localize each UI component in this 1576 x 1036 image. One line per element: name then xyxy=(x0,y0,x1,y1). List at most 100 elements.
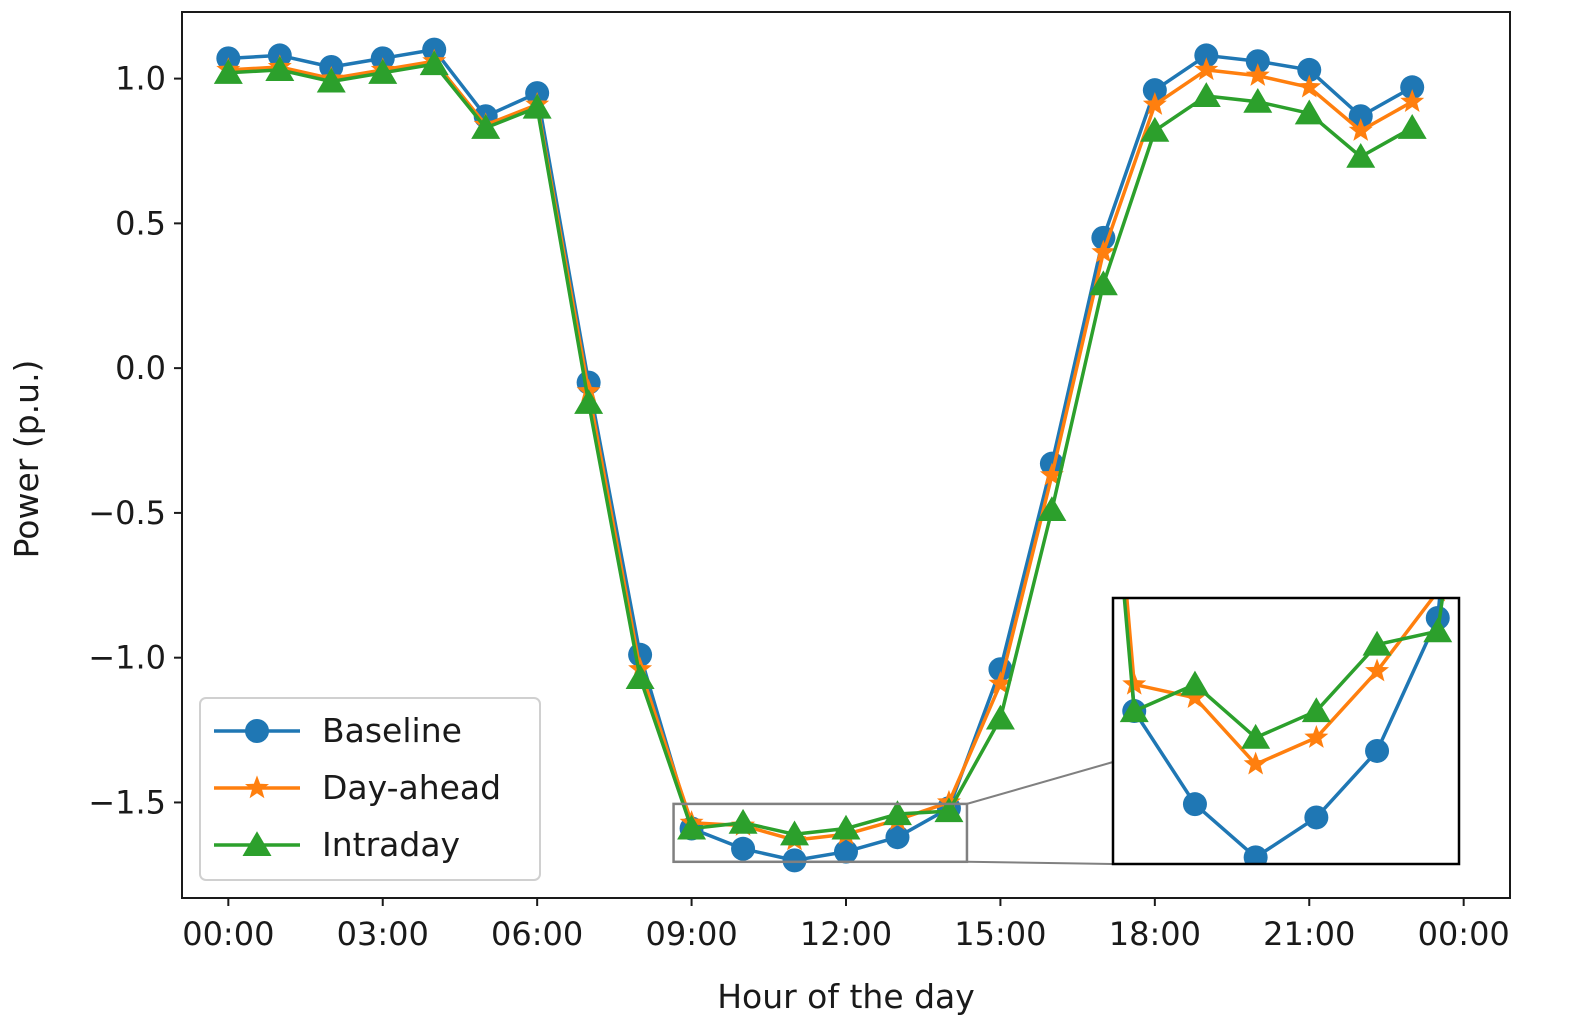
inset-point-intraday xyxy=(1241,723,1271,749)
inset-point-day-ahead xyxy=(1365,658,1390,682)
y-tick-label: −1.5 xyxy=(88,783,166,821)
main-point-day-ahead xyxy=(1039,462,1064,486)
plot-frame xyxy=(174,11,1511,906)
main-point-intraday xyxy=(1397,114,1427,139)
x-tick-label: 21:00 xyxy=(1263,915,1355,953)
main-point-day-ahead xyxy=(988,671,1013,694)
legend-entry-day-ahead: Day-ahead xyxy=(214,768,501,807)
x-tick-label: 00:00 xyxy=(1418,915,1510,953)
x-tick-label: 15:00 xyxy=(954,915,1046,953)
main-point-intraday xyxy=(265,56,295,81)
main-point-intraday xyxy=(316,67,346,93)
inset-background xyxy=(1113,598,1459,864)
inset-line-intraday xyxy=(1122,598,1445,740)
main-point-intraday xyxy=(1294,99,1324,125)
main-point-intraday xyxy=(1140,116,1170,142)
zoom-connector-line xyxy=(966,860,1114,865)
main-plot xyxy=(213,37,1427,873)
main-point-intraday xyxy=(882,800,912,826)
x-tick-label: 18:00 xyxy=(1109,915,1201,953)
x-tick-label: 09:00 xyxy=(645,915,737,953)
main-point-intraday xyxy=(1088,270,1118,296)
y-tick-label: 0.0 xyxy=(115,349,166,387)
main-point-day-ahead xyxy=(1348,118,1373,141)
y-tick-label: −0.5 xyxy=(88,494,166,532)
tick-labels: 00:00 03:00 06:00 09:00 12:00 15:00 18:00 21:00… xyxy=(88,60,1509,953)
inset-series-intraday xyxy=(1119,598,1453,749)
legend: Baseline Day-ahead Intraday xyxy=(199,697,541,881)
main-point-baseline xyxy=(1194,43,1219,68)
x-tick-label: 03:00 xyxy=(337,915,429,953)
inset-point-day-ahead xyxy=(1122,671,1147,695)
main-point-intraday xyxy=(1243,87,1273,113)
main-point-intraday xyxy=(1037,496,1067,522)
legend-label: Intraday xyxy=(322,825,460,864)
main-point-baseline xyxy=(1400,75,1425,100)
inset-point-baseline xyxy=(1365,738,1390,763)
main-point-baseline xyxy=(1245,49,1270,74)
main-point-baseline xyxy=(1142,78,1167,103)
main-point-baseline xyxy=(834,839,858,864)
legend-marker xyxy=(245,775,269,799)
legend-marker xyxy=(245,719,269,743)
main-point-intraday xyxy=(677,814,707,840)
x-tick-label: 00:00 xyxy=(182,915,274,953)
inset-point-day-ahead xyxy=(1243,751,1268,775)
main-point-day-ahead xyxy=(1297,74,1322,98)
main-point-intraday xyxy=(934,797,964,823)
main-point-intraday xyxy=(780,820,810,846)
main-point-intraday xyxy=(522,93,552,119)
main-point-day-ahead xyxy=(1400,89,1425,112)
x-axis-label: Hour of the day xyxy=(717,977,975,1016)
inset-point-intraday xyxy=(1301,697,1331,723)
legend-marker xyxy=(242,831,272,857)
y-tick-label: 1.0 xyxy=(115,60,166,98)
main-point-day-ahead xyxy=(1142,92,1167,115)
y-tick-label: −1.0 xyxy=(88,639,166,677)
inset-point-intraday xyxy=(1362,630,1392,656)
inset-point-intraday xyxy=(1423,617,1453,643)
main-series-intraday xyxy=(213,50,1427,846)
inset-point-baseline xyxy=(1182,792,1207,817)
inset-border xyxy=(1111,596,1461,866)
main-point-intraday xyxy=(1191,82,1221,108)
main-point-intraday xyxy=(625,664,655,689)
main-point-baseline xyxy=(1348,104,1373,129)
zoom-indicator xyxy=(672,761,1114,865)
legend-entry-intraday: Intraday xyxy=(214,825,460,864)
inset-point-intraday xyxy=(1119,697,1149,723)
main-point-baseline xyxy=(731,836,756,861)
main-point-baseline xyxy=(1297,57,1322,82)
inset-zoom-plot xyxy=(1111,596,1461,866)
inset-line-day-ahead xyxy=(1125,598,1435,766)
main-point-intraday xyxy=(574,389,604,414)
main-point-intraday xyxy=(728,808,758,834)
main-point-day-ahead xyxy=(1194,57,1219,81)
main-point-day-ahead xyxy=(1091,239,1116,263)
legend-label: Day-ahead xyxy=(322,768,501,807)
main-point-day-ahead xyxy=(1245,63,1270,86)
main-point-intraday xyxy=(419,50,449,76)
x-tick-label: 06:00 xyxy=(491,915,583,953)
main-point-baseline xyxy=(885,825,910,850)
inset-point-day-ahead xyxy=(1304,725,1329,748)
legend-box xyxy=(199,697,541,881)
main-point-baseline xyxy=(782,848,807,873)
x-tick-label: 12:00 xyxy=(800,915,892,953)
inset-series-group xyxy=(1119,598,1453,864)
main-point-intraday xyxy=(471,114,501,139)
inset-point-baseline xyxy=(1243,845,1268,864)
zoom-region-box xyxy=(672,802,969,864)
main-point-intraday xyxy=(213,59,243,84)
legend-entry-baseline: Baseline xyxy=(214,711,462,750)
y-axis-label: Power (p.u.) xyxy=(7,360,46,559)
inset-point-day-ahead xyxy=(1182,685,1207,708)
main-point-intraday xyxy=(985,704,1015,730)
main-point-intraday xyxy=(1346,142,1376,168)
inset-point-baseline xyxy=(1304,805,1329,830)
legend-label: Baseline xyxy=(322,711,462,750)
main-point-intraday xyxy=(368,59,398,84)
zoom-connector-line xyxy=(966,761,1114,805)
main-line-day-ahead xyxy=(228,59,1414,842)
